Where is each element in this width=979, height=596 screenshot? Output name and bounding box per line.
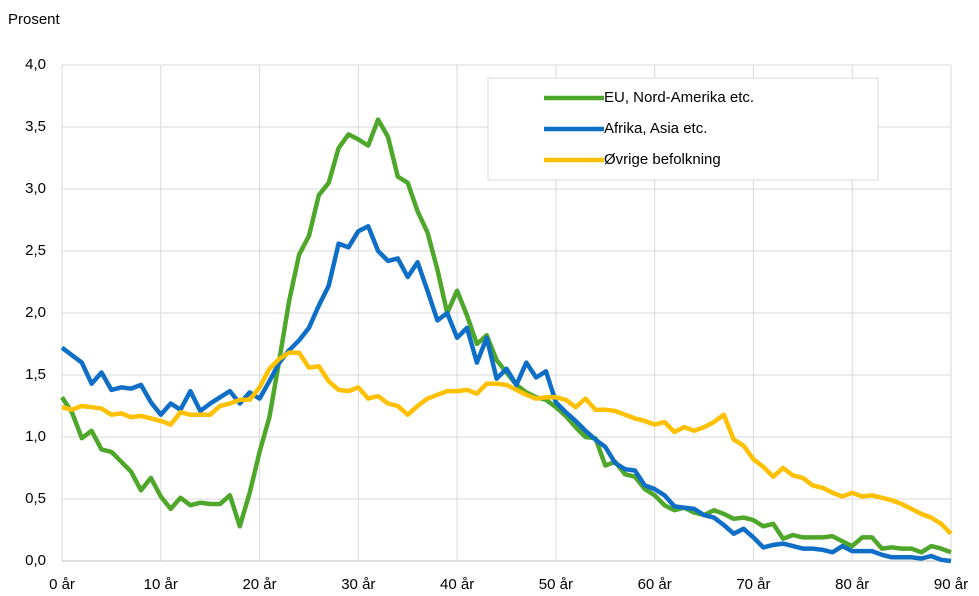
y-tick-label: 3,5	[25, 118, 46, 135]
y-tick-label: 2,5	[25, 242, 46, 259]
y-tick-label: 0,0	[25, 552, 46, 569]
x-tick-label: 40 år	[440, 576, 474, 593]
x-tick-label: 80 år	[835, 576, 869, 593]
x-tick-label: 90 år	[934, 576, 968, 593]
y-tick-label: 1,0	[25, 428, 46, 445]
x-tick-label: 70 år	[736, 576, 770, 593]
y-tick-label: 3,0	[25, 180, 46, 197]
x-tick-label: 30 år	[341, 576, 375, 593]
y-axis-label: Prosent	[8, 11, 61, 28]
y-tick-label: 0,5	[25, 490, 46, 507]
y-tick-label: 4,0	[25, 56, 46, 73]
series-line	[61, 350, 953, 536]
series-line	[60, 223, 952, 564]
x-tick-label: 60 år	[638, 576, 672, 593]
legend-label: Øvrige befolkning	[604, 151, 721, 168]
x-tick-label: 20 år	[242, 576, 276, 593]
y-tick-label: 1,5	[25, 366, 46, 383]
legend-label: Afrika, Asia etc.	[604, 120, 707, 137]
x-tick-label: 50 år	[539, 576, 573, 593]
x-tick-label: 0 år	[49, 576, 75, 593]
x-tick-label: 10 år	[144, 576, 178, 593]
y-tick-label: 2,0	[25, 304, 46, 321]
legend-label: EU, Nord-Amerika etc.	[604, 89, 754, 106]
